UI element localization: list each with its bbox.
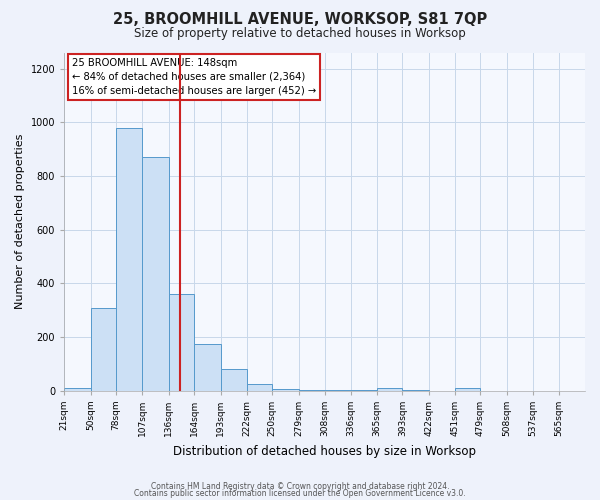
Bar bbox=[221, 370, 247, 391]
Text: Size of property relative to detached houses in Worksop: Size of property relative to detached ho… bbox=[134, 28, 466, 40]
Text: Contains HM Land Registry data © Crown copyright and database right 2024.: Contains HM Land Registry data © Crown c… bbox=[151, 482, 449, 491]
Bar bbox=[455, 388, 481, 391]
X-axis label: Distribution of detached houses by size in Worksop: Distribution of detached houses by size … bbox=[173, 444, 476, 458]
Text: 25, BROOMHILL AVENUE, WORKSOP, S81 7QP: 25, BROOMHILL AVENUE, WORKSOP, S81 7QP bbox=[113, 12, 487, 28]
Bar bbox=[142, 157, 169, 391]
Bar bbox=[299, 390, 325, 391]
Bar bbox=[116, 128, 142, 391]
Bar bbox=[91, 308, 116, 391]
Bar bbox=[325, 390, 350, 391]
Bar bbox=[272, 388, 299, 391]
Bar bbox=[194, 344, 221, 391]
Text: Contains public sector information licensed under the Open Government Licence v3: Contains public sector information licen… bbox=[134, 489, 466, 498]
Y-axis label: Number of detached properties: Number of detached properties bbox=[15, 134, 25, 310]
Bar bbox=[64, 388, 91, 391]
Bar bbox=[350, 390, 377, 391]
Bar bbox=[247, 384, 272, 391]
Text: 25 BROOMHILL AVENUE: 148sqm
← 84% of detached houses are smaller (2,364)
16% of : 25 BROOMHILL AVENUE: 148sqm ← 84% of det… bbox=[72, 58, 316, 96]
Bar bbox=[169, 294, 194, 391]
Bar bbox=[377, 388, 403, 391]
